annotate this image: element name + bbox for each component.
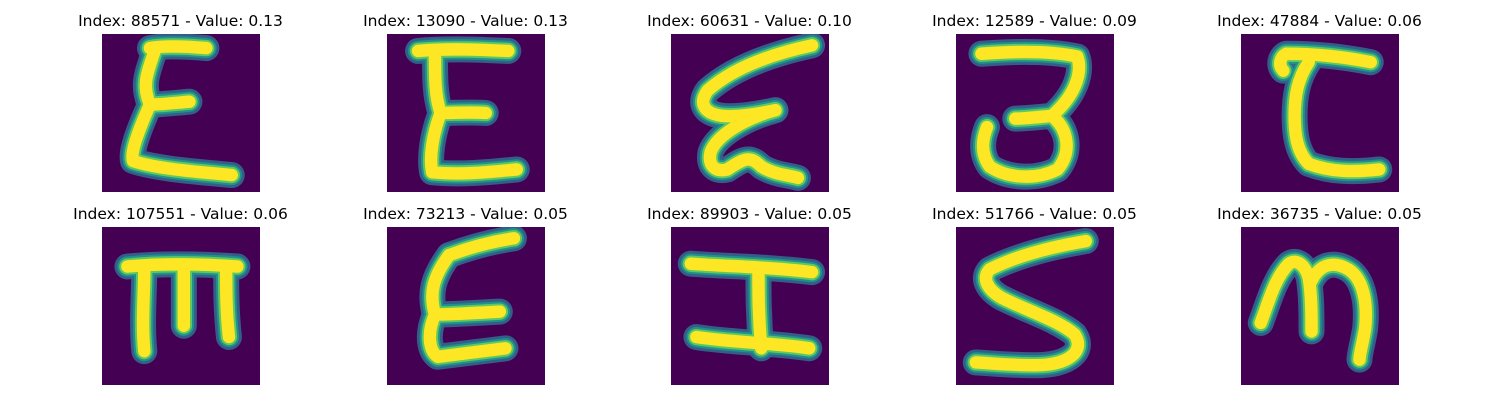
glyph-stroke [974,45,1085,125]
panel-title: Index: 12589 - Value: 0.09 [932,12,1137,30]
glyph-stroke [1287,56,1385,178]
character-image [955,227,1114,385]
panel-title: Index: 36735 - Value: 0.05 [1217,205,1422,223]
panel-title: Index: 73213 - Value: 0.05 [363,205,568,223]
glyph-stroke [1273,47,1377,77]
character-image [955,34,1114,192]
image-panel: Index: 47884 - Value: 0.06 [1177,12,1462,194]
glyph-stroke [424,106,523,180]
panel-title: Index: 60631 - Value: 0.10 [647,12,852,30]
glyph-stroke [136,260,151,358]
character-image [101,34,260,192]
image-panel: Index: 60631 - Value: 0.10 [607,12,892,194]
glyph-stroke [125,98,238,182]
glyph-stroke [219,260,235,344]
image-panel: Index: 88571 - Value: 0.13 [38,12,323,194]
panel-title: Index: 89903 - Value: 0.05 [647,205,852,223]
panel-title: Index: 13090 - Value: 0.13 [363,12,568,30]
glyph-stroke [976,109,1073,183]
character-image [101,227,260,385]
glyph-stroke [1254,255,1318,338]
panel-title: Index: 88571 - Value: 0.13 [78,12,283,30]
image-panel: Index: 12589 - Value: 0.09 [892,12,1177,194]
glyph-stroke [689,330,815,355]
character-image [386,227,545,385]
image-panel: Index: 107551 - Value: 0.06 [38,205,323,387]
image-panel: Index: 89903 - Value: 0.05 [607,205,892,387]
image-panel: Index: 73213 - Value: 0.05 [323,205,608,387]
character-image [1240,34,1399,192]
glyph-stroke [969,234,1092,372]
image-panel: Index: 51766 - Value: 0.05 [892,205,1177,387]
glyph-stroke [1304,258,1372,366]
glyph-stroke [703,103,804,185]
glyph-stroke [751,263,767,355]
character-image [670,227,829,385]
character-image [670,34,829,192]
panel-title: Index: 47884 - Value: 0.06 [1217,12,1422,30]
glyph-stroke [411,43,515,58]
character-image [386,34,545,192]
glyph-stroke [423,308,512,363]
image-panel: Index: 36735 - Value: 0.05 [1177,205,1462,387]
character-image [1240,227,1399,385]
panel-title: Index: 51766 - Value: 0.05 [932,205,1137,223]
glyph-stroke [442,232,520,262]
image-panel: Index: 13090 - Value: 0.13 [323,12,608,194]
glyph-stroke [684,257,818,279]
panel-title: Index: 107551 - Value: 0.06 [73,205,288,223]
